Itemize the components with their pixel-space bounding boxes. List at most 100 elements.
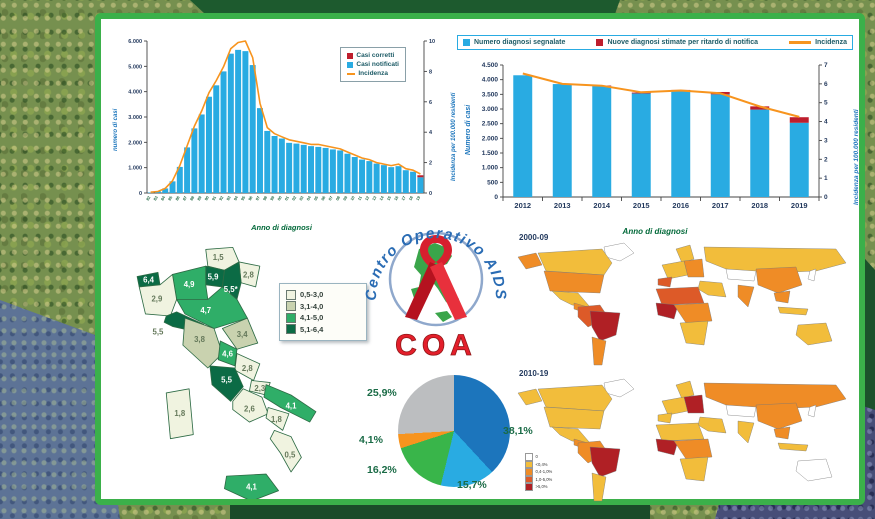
svg-text:91: 91 [211, 194, 218, 201]
bar [344, 153, 351, 193]
legend-label: 0 [535, 454, 538, 460]
east_europe-region [683, 258, 705, 278]
bar [169, 181, 176, 193]
diagnosi-segnalate-swatch [463, 39, 470, 46]
world-map1-canvas [517, 242, 847, 366]
west_europe-region [661, 260, 689, 280]
svg-text:4.000: 4.000 [128, 90, 142, 96]
casi-notificati-swatch [347, 61, 354, 68]
wm-swatch-2 [525, 468, 533, 476]
svg-text:0: 0 [429, 191, 432, 197]
region-marche [221, 317, 259, 350]
svg-text:95: 95 [240, 194, 247, 201]
region-label: 5,5 [153, 328, 164, 337]
bar [671, 91, 691, 197]
se_asia-region [773, 290, 791, 304]
bar [366, 161, 373, 193]
svg-text:15: 15 [386, 194, 393, 201]
bar [631, 93, 651, 197]
bar [380, 165, 387, 193]
world-map2-canvas [517, 378, 847, 502]
region-label: 4,6 [222, 350, 233, 359]
svg-text:2018: 2018 [751, 201, 768, 210]
india-region [737, 284, 755, 308]
svg-text:87: 87 [181, 194, 188, 201]
bar [789, 117, 809, 123]
chart-aids-cases-by-year: 0 1.000 2.000 3.000 4.000 5.000 6.000 0 2 4 6 8 10 82… [109, 31, 457, 236]
region-label: 3,8 [194, 335, 205, 344]
legend-item: 5,1-6,4 [286, 324, 360, 336]
chart2-x-axis-title: Anno di diagnosi [622, 227, 688, 236]
region-label: 2,6 [244, 405, 255, 414]
legend-label: Casi notificati [356, 61, 399, 68]
india-region [737, 420, 755, 444]
bar [286, 142, 293, 193]
southern_cone-region [591, 336, 607, 366]
scandinavia-region [675, 244, 695, 264]
legend-label: 0,5-3,0 [300, 290, 324, 299]
australia-region [795, 458, 833, 482]
svg-text:92: 92 [218, 194, 225, 201]
bar [417, 175, 424, 178]
svg-text:2: 2 [429, 161, 432, 167]
italy-choropleth-map: 1,5 5,9 2,8 5,5* 4,9 6,4 2,9 5,5 4,7 3,8… [136, 246, 317, 499]
west_europe-region [661, 396, 689, 416]
region-label: 6,4 [143, 276, 154, 285]
australia-region [795, 322, 833, 346]
coa-logo: Centro Operativo AIDS COA [349, 217, 524, 362]
southern_cone-region [591, 472, 607, 502]
legend-item: Nuove diagnosi stimate per ritardo di no… [596, 39, 758, 46]
svg-text:4: 4 [824, 119, 828, 126]
svg-text:2012: 2012 [514, 201, 531, 210]
central_asia-region [725, 404, 757, 418]
svg-text:11: 11 [356, 194, 363, 201]
region-label: 1,8 [174, 409, 185, 418]
region-toscana [182, 317, 223, 369]
svg-text:04: 04 [305, 194, 312, 201]
iberia-region [657, 412, 673, 424]
legend-label: 0,4-1,0% [535, 469, 553, 475]
middle_east-region [697, 280, 727, 298]
world-map1-title: 2000-09 [519, 233, 549, 242]
svg-text:13: 13 [371, 194, 378, 201]
bar [271, 136, 278, 193]
chart1-legend: Casi corretti Casi notificati Incidenza [340, 47, 406, 82]
incidence-line [522, 72, 800, 118]
legend-label: Incidenza [358, 70, 388, 77]
legend-label: Nuove diagnosi stimate per ritardo di no… [607, 39, 759, 46]
svg-text:16: 16 [393, 194, 400, 201]
bar [417, 177, 424, 193]
svg-text:88: 88 [189, 194, 196, 201]
svg-text:06: 06 [320, 194, 327, 201]
legend-item: 3,1-4,0 [286, 301, 360, 313]
region-puglia [263, 384, 317, 423]
bar [710, 94, 730, 197]
bar [242, 51, 249, 193]
svg-text:3.500: 3.500 [482, 91, 499, 98]
pie-circle [398, 375, 510, 487]
svg-text:4.500: 4.500 [482, 62, 499, 69]
world-map-2000-09: 2000-09 [511, 233, 863, 369]
legend-label: 1,0-5,0% [535, 476, 553, 482]
svg-text:84: 84 [160, 194, 167, 201]
bar [213, 85, 220, 193]
region-label: 2,8 [243, 271, 254, 280]
bar [395, 166, 402, 193]
japan-region [807, 404, 817, 418]
bar [410, 171, 417, 193]
legend-item: 0,5-3,0 [286, 289, 360, 301]
svg-text:2.500: 2.500 [482, 121, 499, 128]
svg-text:94: 94 [232, 194, 239, 201]
region-lazio [209, 365, 244, 402]
se_asia-region [773, 426, 791, 440]
legend-label: 5,1-6,4 [300, 324, 324, 334]
bar [513, 75, 533, 197]
bar [184, 147, 191, 193]
wm-swatch-0 [525, 453, 533, 461]
bucket4-swatch [286, 324, 296, 335]
legend-item: Casi corretti [347, 51, 399, 60]
svg-text:86: 86 [174, 194, 181, 201]
wm-swatch-1 [525, 460, 533, 468]
bar [220, 71, 227, 193]
legend-label: >5,0% [535, 484, 548, 490]
